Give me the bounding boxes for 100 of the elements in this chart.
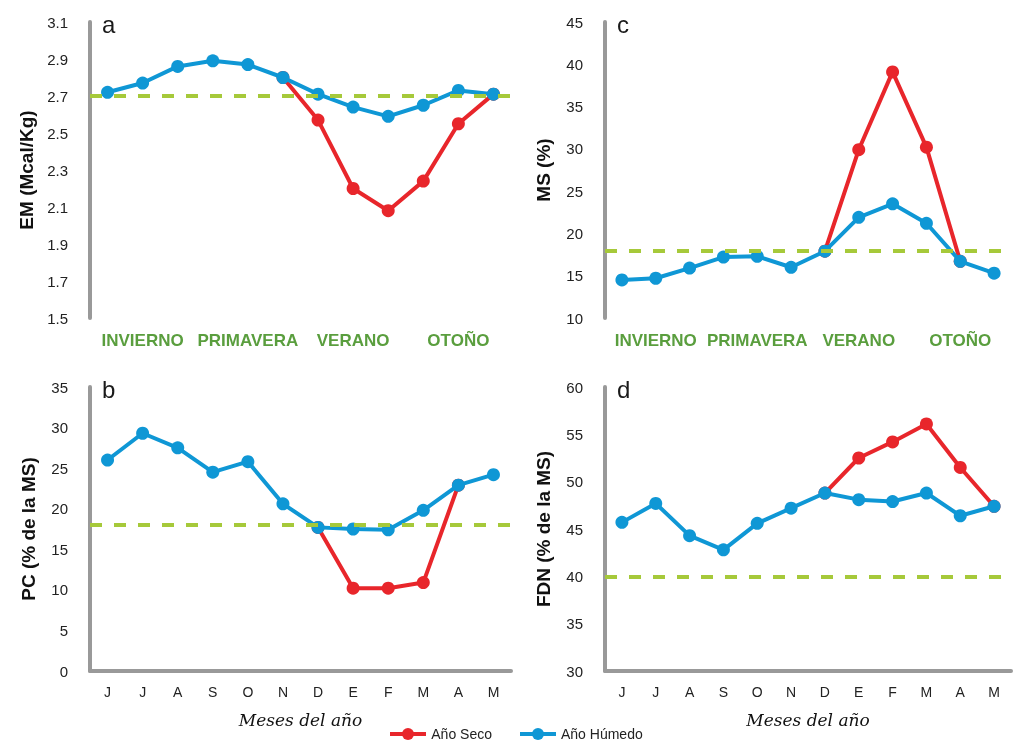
x-tick-label: S [718, 684, 729, 700]
y-tick-label: 5 [59, 621, 68, 639]
x-tick-label: F [888, 684, 897, 700]
y-tick-label: 10 [51, 581, 68, 599]
point [381, 204, 395, 218]
point [886, 197, 900, 211]
x-axis-title: Meses del año [745, 709, 870, 730]
chart-title: a [102, 10, 116, 38]
point [716, 250, 730, 264]
x-tick-label: D [819, 684, 830, 700]
point [486, 468, 500, 482]
x-tick-label: N [277, 684, 289, 700]
y-axis-title: MS (%) [533, 138, 554, 202]
point [683, 261, 697, 275]
y-tick-label: 2.9 [47, 50, 68, 68]
y-tick-label: 40 [566, 567, 583, 585]
x-tick-label: J [139, 684, 147, 700]
point [346, 100, 360, 114]
y-tick-label: 60 [566, 378, 583, 396]
x-tick-label: A [684, 684, 695, 700]
y-tick-label: 35 [566, 98, 583, 116]
point [784, 260, 798, 274]
point [311, 113, 325, 127]
point [101, 85, 115, 99]
legend-label: Año Seco [431, 726, 492, 742]
point [241, 455, 255, 469]
point [416, 576, 430, 590]
point [852, 493, 866, 507]
y-tick-label: 15 [566, 267, 583, 285]
point [136, 76, 150, 90]
point [919, 216, 933, 230]
point [136, 426, 150, 440]
y-axis-title: EM (Mcal/Kg) [16, 110, 38, 230]
point [615, 273, 629, 287]
y-axis-title: FDN (% de la MS) [533, 450, 554, 608]
point [716, 543, 730, 557]
point [886, 435, 900, 449]
x-tick-label: A [955, 684, 966, 700]
point [346, 581, 360, 595]
x-tick-label: M [487, 684, 500, 700]
x-tick-label: A [453, 684, 464, 700]
y-tick-label: 2.1 [47, 198, 68, 216]
point [649, 271, 663, 285]
y-tick-label: 40 [566, 55, 583, 73]
y-tick-label: 20 [51, 500, 68, 518]
point [416, 98, 430, 112]
y-tick-label: 2.3 [47, 161, 68, 179]
text: INVIERNO [101, 330, 184, 350]
y-tick-label: 2.7 [47, 87, 68, 105]
x-axis-title: Meses del año [237, 709, 363, 730]
x-tick-label: O [751, 684, 763, 700]
y-tick-label: 45 [566, 13, 583, 31]
x-tick-label: F [383, 684, 393, 700]
y-tick-label: 25 [51, 459, 68, 477]
y-tick-label: 25 [566, 182, 583, 200]
x-tick-label: N [786, 684, 797, 700]
y-tick-label: 1.9 [47, 235, 68, 253]
x-tick-label: O [242, 684, 254, 700]
point [615, 515, 629, 529]
y-tick-label: 30 [566, 140, 583, 158]
point [919, 486, 933, 500]
point [206, 465, 220, 479]
chart-title: d [617, 375, 631, 403]
point [346, 182, 360, 195]
y-tick-label: 30 [51, 419, 68, 437]
point [784, 501, 798, 515]
y-tick-label: 2.5 [47, 124, 68, 142]
x-tick-label: E [348, 684, 358, 700]
point [171, 441, 185, 455]
point [381, 581, 395, 595]
point [649, 496, 663, 510]
point [852, 210, 866, 224]
y-tick-label: 10 [566, 309, 583, 327]
text: OTOÑO [427, 329, 490, 350]
x-tick-label: M [417, 684, 430, 700]
point [919, 417, 933, 431]
y-tick-label: 20 [566, 224, 583, 242]
y-tick-label: 15 [51, 540, 68, 558]
point [101, 453, 115, 467]
x-tick-label: J [652, 684, 660, 700]
point [241, 58, 255, 72]
x-tick-label: D [312, 684, 324, 700]
point [886, 495, 900, 509]
chart-title: b [102, 375, 116, 403]
text: VERANO [316, 330, 390, 350]
point [852, 451, 866, 465]
point [171, 59, 185, 73]
point [381, 109, 395, 123]
point [953, 509, 967, 523]
y-tick-label: 30 [566, 662, 583, 680]
y-tick-label: 35 [51, 378, 68, 396]
text: PRIMAVERA [706, 330, 808, 350]
x-tick-label: M [920, 684, 933, 700]
y-tick-label: 3.1 [47, 13, 68, 31]
y-tick-label: 50 [566, 473, 583, 491]
y-tick-label: 35 [566, 615, 583, 633]
x-tick-label: E [854, 684, 864, 700]
x-tick-label: J [104, 684, 112, 700]
y-tick-label: 45 [566, 520, 583, 538]
x-tick-label: J [618, 684, 626, 700]
